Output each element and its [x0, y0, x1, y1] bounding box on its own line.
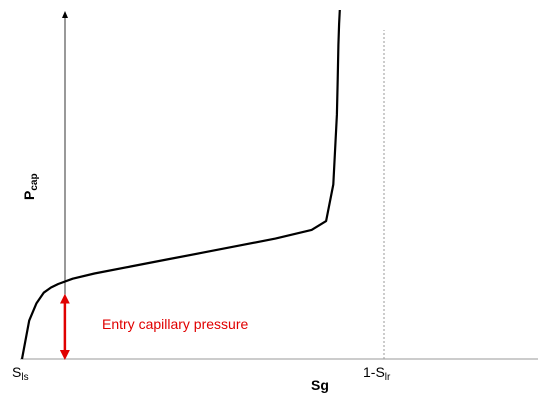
x-tick-1-slr-main: 1-S — [363, 364, 385, 380]
y-axis-label-main: P — [21, 191, 37, 200]
y-axis-label-sub: cap — [29, 173, 40, 190]
x-tick-1-slr: 1-Slr — [363, 364, 391, 383]
x-tick-sls-sub: ls — [21, 372, 28, 383]
capillary-pressure-curve — [20, 9, 341, 360]
x-tick-sls: Sls — [12, 364, 29, 383]
y-axis-arrowhead — [62, 11, 68, 18]
x-tick-1-slr-sub: lr — [385, 372, 391, 383]
entry-pressure-label: Entry capillary pressure — [102, 316, 248, 332]
x-axis-label: Sg — [311, 377, 329, 393]
x-tick-sls-main: S — [12, 364, 21, 380]
y-axis-label: Pcap — [21, 173, 40, 200]
